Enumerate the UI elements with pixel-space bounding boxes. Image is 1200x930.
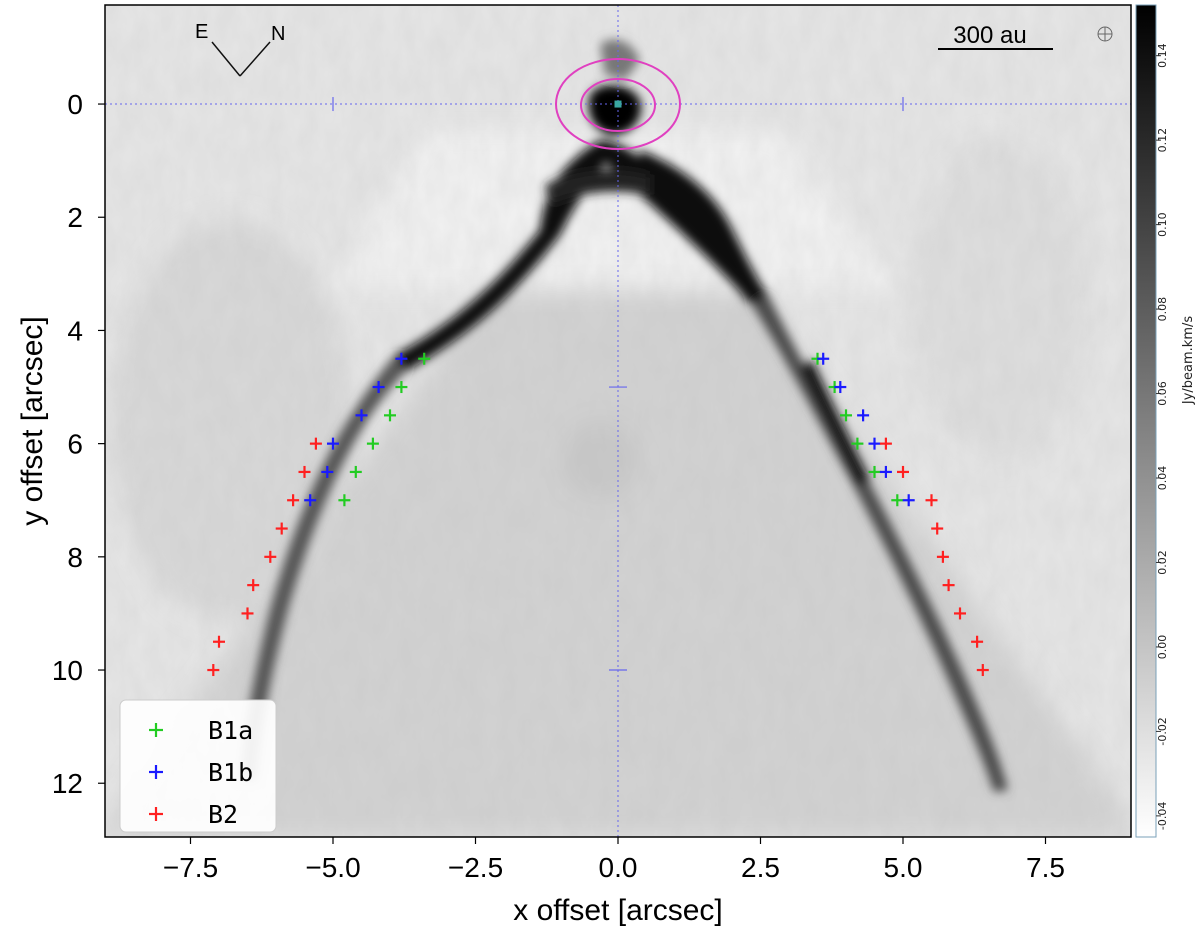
x-axis-ticks: −7.5 −5.0 −2.5 0.0 2.5 5.0 7.5: [163, 837, 1065, 883]
x-tick-label: −7.5: [163, 852, 218, 883]
marker-b1a: [395, 381, 408, 394]
marker-b1a: [868, 465, 881, 478]
marker-b2: [207, 664, 220, 677]
colorbar-tick-label: 0.10: [1156, 212, 1169, 237]
y-tick-label: 6: [67, 429, 83, 460]
scale-bar-label: 300 au: [953, 22, 1026, 49]
y-tick-label: 4: [67, 315, 83, 346]
marker-b1a: [338, 494, 351, 507]
y-tick-label: 2: [67, 202, 83, 233]
marker-b1b: [321, 465, 334, 478]
x-axis-label: x offset [arcsec]: [513, 894, 723, 927]
marker-b2: [241, 607, 254, 620]
marker-b1b: [868, 437, 881, 450]
marker-b2: [213, 635, 225, 648]
x-tick-label: −2.5: [448, 852, 503, 883]
legend-label: B1b: [208, 758, 253, 787]
x-tick-label: 2.5: [741, 852, 780, 883]
colorbar-tick-label: -0.02: [1156, 717, 1169, 745]
marker-b1b: [817, 352, 830, 365]
y-tick-label: 12: [52, 768, 83, 799]
y-tick-label: 10: [52, 655, 83, 686]
marker-b2: [298, 465, 311, 478]
x-tick-label: 5.0: [884, 852, 923, 883]
y-tick-label: 8: [67, 542, 83, 573]
outer-ellipse: [555, 58, 681, 151]
x-tick-label: 7.5: [1026, 852, 1065, 883]
marker-b1a: [840, 409, 852, 422]
marker-b2: [971, 635, 984, 648]
marker-b1b: [857, 409, 870, 422]
marker-b1a: [851, 437, 864, 450]
marker-b1a: [366, 437, 379, 450]
compass-north-label: N: [271, 23, 285, 45]
marker-b1a: [891, 494, 904, 507]
compass: E N: [195, 21, 285, 77]
colorbar-gradient: [1135, 4, 1157, 838]
colorbar-tick-label: 0.06: [1156, 381, 1169, 406]
colorbar-tick-label: 0.02: [1156, 550, 1169, 575]
legend-entry-b1a: B1a: [149, 716, 253, 745]
y-axis-ticks: 0 2 4 6 8 10 12: [52, 89, 105, 799]
legend-label: B2: [208, 800, 238, 829]
marker-b1b: [902, 494, 915, 507]
source-marker: [614, 100, 622, 108]
marker-b2: [309, 437, 322, 450]
inner-ellipse: [580, 78, 656, 133]
data-markers: [207, 352, 989, 677]
y-axis-label: y offset [arcsec]: [16, 316, 49, 526]
colorbar-tick-label: 0.12: [1156, 128, 1169, 153]
colorbar-tick-label: -0.04: [1156, 802, 1169, 830]
y-tick-label: 0: [67, 89, 83, 120]
marker-b2: [954, 607, 966, 620]
marker-b2: [976, 664, 989, 677]
marker-b1b: [304, 494, 317, 507]
beam-icon: [1097, 26, 1113, 42]
source-annotation: [555, 58, 681, 151]
x-tick-label: −5.0: [305, 852, 360, 883]
legend-box: [119, 699, 277, 833]
marker-b2: [925, 494, 938, 507]
marker-b2: [247, 579, 260, 592]
x-tick-label: 0.0: [599, 852, 638, 883]
marker-b1b: [327, 437, 339, 450]
colorbar-tick-label: 0.04: [1156, 466, 1169, 491]
marker-b2: [936, 550, 949, 563]
marker-b1b: [395, 352, 408, 365]
legend-label: B1a: [208, 716, 253, 745]
marker-b1a: [418, 352, 431, 365]
colorbar-tick-label: 0.00: [1156, 635, 1169, 660]
legend: B1a B1b B2: [119, 699, 277, 833]
marker-b2: [287, 494, 300, 507]
marker-b1b: [879, 465, 892, 478]
marker-b1a: [384, 409, 396, 422]
marker-b1b: [372, 381, 385, 394]
colorbar-tick-label: 0.14: [1156, 43, 1169, 68]
marker-b1b: [834, 381, 847, 394]
scale-bar: 300 au: [938, 22, 1053, 50]
marker-b2: [942, 579, 955, 592]
compass-east-label: E: [195, 21, 208, 43]
colorbar-tick-label: 0.08: [1156, 297, 1169, 322]
guide-lines: [105, 5, 1131, 837]
legend-entry-b2: B2: [149, 800, 238, 829]
colorbar-label: Jy/beam.km/s: [1181, 316, 1196, 405]
marker-b2: [275, 522, 288, 535]
marker-b1a: [349, 465, 362, 478]
marker-b2: [879, 437, 892, 450]
marker-b2: [897, 465, 909, 478]
legend-entry-b1b: B1b: [149, 758, 253, 787]
marker-b1b: [355, 409, 368, 422]
marker-b2: [931, 522, 944, 535]
marker-b2: [264, 550, 277, 563]
intensity-map: [105, 5, 1131, 837]
colorbar: -0.04 -0.02 0.00 0.02 0.04 0.06 0.08 0.10 0.12 0.…: [1135, 4, 1196, 838]
